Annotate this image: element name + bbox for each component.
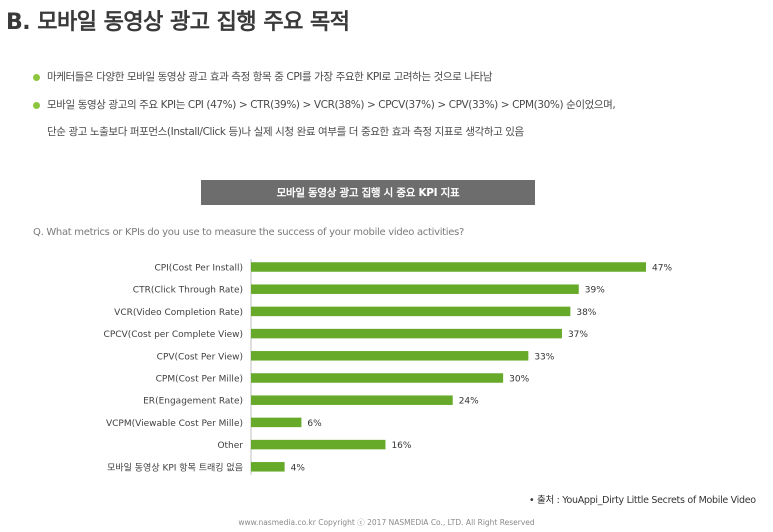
bullet-text: 모바일 동영상 광고의 주요 KPI는 CPI (47%) > CTR(39%)… xyxy=(47,99,616,111)
bar xyxy=(251,395,453,405)
bar xyxy=(251,284,579,294)
category-label: CPM(Cost Per Mille) xyxy=(156,375,243,385)
value-label: 33% xyxy=(534,352,554,362)
bullet-continuation: 단순 광고 노출보다 퍼포먼스(Install/Click 등)나 실제 시청 … xyxy=(47,126,524,138)
bullet-text: 마케터들은 다양한 모바일 동영상 광고 효과 측정 항목 중 CPI를 가장 … xyxy=(47,71,493,83)
bar xyxy=(251,417,302,428)
bar xyxy=(251,328,562,339)
value-label: 47% xyxy=(652,264,672,274)
value-label: 38% xyxy=(576,308,596,318)
value-label: 37% xyxy=(568,330,588,340)
value-label: 39% xyxy=(585,286,605,296)
category-label: 모바일 동영상 KPI 항목 트래킹 없음 xyxy=(107,461,243,473)
bar xyxy=(251,262,646,272)
value-label: 4% xyxy=(291,463,306,473)
survey-question: Q. What metrics or KPIs do you use to me… xyxy=(33,227,465,238)
category-label: Other xyxy=(217,441,243,451)
chart-banner-title: 모바일 동영상 광고 집행 시 중요 KPI 지표 xyxy=(201,180,535,205)
bar xyxy=(251,351,529,361)
value-label: 24% xyxy=(459,397,479,407)
bar xyxy=(251,462,285,472)
bullet-item: 모바일 동영상 광고의 주요 KPI는 CPI (47%) > CTR(39%)… xyxy=(33,98,616,112)
category-label: VCPM(Viewable Cost Per Mille) xyxy=(106,419,243,429)
bar xyxy=(251,306,571,317)
bullet-dot-icon xyxy=(33,102,40,109)
category-label: CPI(Cost Per Install) xyxy=(154,264,243,274)
category-label: VCR(Video Completion Rate) xyxy=(114,308,243,318)
category-label: ER(Engagement Rate) xyxy=(143,397,243,407)
bullet-dot-icon xyxy=(33,74,40,81)
page-title: B. 모바일 동영상 광고 집행 주요 목적 xyxy=(6,10,350,35)
source-note: • 출처 : YouAppi_Dirty Little Secrets of M… xyxy=(529,495,756,506)
value-label: 30% xyxy=(509,375,529,385)
value-label: 16% xyxy=(391,441,411,451)
kpi-bar-chart: CPI(Cost Per Install) 47% CTR(Click Throug… xyxy=(104,259,672,475)
category-label: CPCV(Cost per Complete View) xyxy=(104,330,243,340)
value-label: 6% xyxy=(307,419,322,429)
bullet-item: 마케터들은 다양한 모바일 동영상 광고 효과 측정 항목 중 CPI를 가장 … xyxy=(33,70,493,84)
bar xyxy=(251,373,504,383)
category-label: CTR(Click Through Rate) xyxy=(133,286,243,296)
bar xyxy=(251,439,386,450)
category-label: CPV(Cost Per View) xyxy=(157,352,243,362)
copyright-footer: www.nasmedia.co.kr Copyright ⓒ 2017 NASM… xyxy=(238,518,535,527)
